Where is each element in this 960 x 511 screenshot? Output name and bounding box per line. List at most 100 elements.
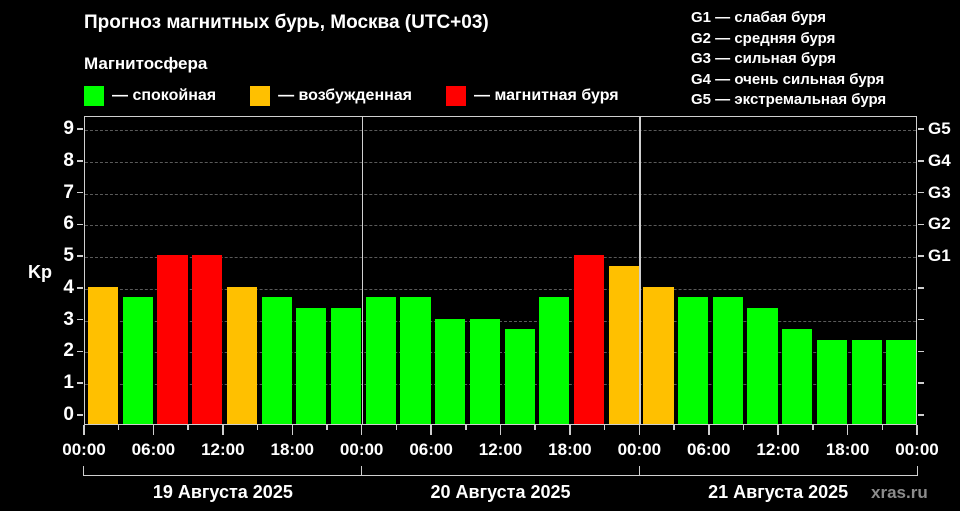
y2-tick [918, 191, 924, 194]
x-tick [465, 425, 467, 430]
y-tick [77, 128, 83, 130]
y-tick [77, 382, 83, 384]
x-tick-label: 18:00 [270, 440, 314, 459]
y-tick-label: 2 [63, 340, 74, 362]
gridline [85, 352, 916, 354]
x-tick [256, 425, 259, 430]
x-tick [673, 425, 675, 430]
y-tick-label: 3 [63, 308, 74, 330]
x-tick [812, 425, 814, 430]
x-tick [742, 425, 745, 430]
storm-level-g2: G2 — средняя буря [691, 29, 836, 47]
x-tick [569, 425, 571, 435]
y-tick [77, 191, 83, 194]
storm-level-g4: G4 — очень сильная буря [691, 70, 885, 88]
bar-5 [261, 297, 292, 424]
y-tick [77, 287, 83, 289]
y-tick-label: 4 [63, 276, 74, 298]
bar-7 [330, 308, 362, 424]
x-tick [291, 425, 293, 435]
y2-tick [918, 255, 924, 257]
x-tick [83, 425, 85, 435]
bar-19 [747, 308, 778, 424]
y-tick-label: 8 [63, 149, 74, 171]
x-tick-label: 06:00 [131, 440, 176, 459]
watermark: xras.ru [871, 483, 928, 502]
legend-item-active: — возбужденная [250, 86, 412, 106]
y2-tick [918, 382, 924, 384]
storm-level-g1: G1 — слабая буря [691, 9, 827, 26]
g-level-label: G3 [928, 182, 951, 202]
y2-tick [918, 350, 924, 353]
x-tick [916, 425, 918, 435]
x-tick [187, 425, 189, 430]
y-tick-label: 0 [63, 404, 74, 425]
bar-4 [226, 286, 258, 424]
bar-14 [573, 255, 605, 424]
bar-0 [88, 286, 119, 424]
x-tick-label: 00:00 [895, 440, 939, 459]
bar-3 [192, 255, 223, 424]
gridline [85, 320, 916, 322]
gridline [85, 225, 916, 227]
x-tick [222, 425, 224, 435]
x-tick [326, 425, 328, 430]
bar-23 [886, 339, 917, 424]
x-tick-label: 06:00 [687, 440, 731, 459]
gridline [85, 193, 916, 195]
day-bracket [638, 466, 918, 476]
storm-level-g5: G5 — экстремальная буря [691, 91, 887, 108]
bar-18 [712, 297, 743, 424]
bar-8 [365, 297, 396, 424]
y2-tick [918, 223, 924, 226]
y2-tick [918, 414, 924, 416]
day-separator [361, 117, 364, 424]
x-tick [777, 425, 779, 435]
bar-1 [122, 297, 153, 424]
bar-11 [469, 318, 500, 424]
y-tick [77, 350, 83, 353]
bar-12 [504, 329, 535, 424]
y-tick-label: 6 [63, 213, 74, 235]
bar-10 [435, 318, 466, 424]
bar-16 [643, 286, 674, 424]
x-tick [881, 425, 884, 430]
x-tick [603, 425, 606, 430]
x-tick-label: 06:00 [409, 440, 453, 459]
y-tick [77, 255, 83, 257]
plot-area [84, 116, 917, 425]
bar-22 [851, 339, 882, 424]
x-tick [395, 425, 398, 430]
day-bracket [360, 466, 641, 476]
bar-21 [816, 339, 848, 424]
y-tick [77, 223, 83, 226]
x-tick [708, 425, 710, 435]
y-tick [77, 414, 83, 416]
y2-tick [918, 287, 924, 289]
legend-title: Магнитосфера [84, 54, 208, 73]
y-tick-label: 7 [63, 181, 74, 203]
swatch-orange [250, 86, 271, 106]
y-tick [77, 160, 83, 162]
x-tick [360, 425, 363, 435]
x-tick-label: 18:00 [548, 440, 592, 459]
x-tick-label: 00:00 [62, 440, 106, 459]
legend-item-storm: — магнитная буря [446, 86, 619, 106]
legend-item-quiet: — спокойная [84, 86, 216, 106]
y-tick-label: 1 [63, 372, 74, 394]
y-tick [77, 318, 83, 321]
g-level-label: G5 [928, 119, 951, 138]
bar-15 [608, 265, 639, 424]
x-tick-label: 12:00 [478, 440, 523, 459]
x-tick [430, 425, 432, 435]
x-tick [534, 425, 536, 430]
gridline [85, 130, 916, 131]
gridline [85, 257, 916, 259]
x-tick-label: 12:00 [201, 440, 245, 459]
x-tick [152, 425, 155, 435]
y2-tick [918, 128, 924, 130]
x-tick [117, 425, 120, 430]
bar-13 [539, 297, 570, 424]
swatch-red [446, 86, 467, 106]
y-tick-label: 9 [63, 118, 74, 139]
